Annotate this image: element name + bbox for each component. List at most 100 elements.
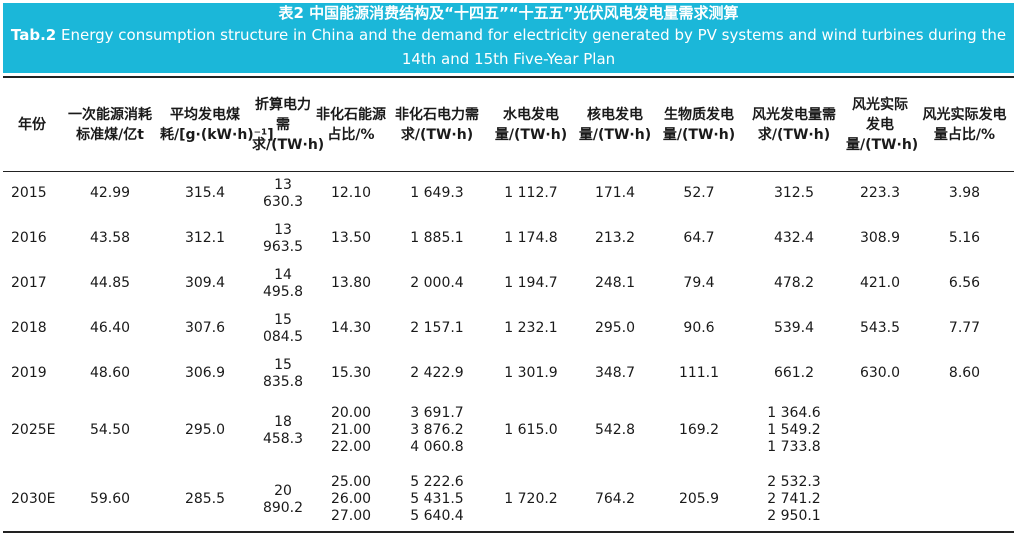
- cell-actual: 630.0: [859, 365, 901, 381]
- cell-windpv-line: 1 733.8: [767, 439, 821, 455]
- cell-rate: 307.6: [184, 320, 226, 336]
- cell-nonfossil-line: 2 000.4: [410, 275, 464, 291]
- cell-rate: 312.1: [184, 230, 226, 246]
- cell-share-line: 15.30: [330, 365, 372, 381]
- table-row: 2019 48.60 306.9 15 835.8 15.30 2 422.9 1 301.9…: [3, 351, 1014, 396]
- cell-hydro: 1 112.7: [504, 185, 558, 201]
- cell-demand-line: 20: [274, 482, 292, 499]
- cell-demand-line: 495.8: [262, 283, 304, 300]
- cell-demand-line: 15: [274, 311, 292, 328]
- cell-year: 2030E: [11, 491, 56, 507]
- cell-actual: 223.3: [859, 185, 901, 201]
- header-year: 年份: [18, 116, 46, 133]
- cell-demand-line: 14: [274, 266, 292, 283]
- cell-windpv: 312.5: [743, 171, 845, 216]
- table-row: 2030E 59.60 285.5 20 890.2 25.00 26.00 27.00 5 2…: [3, 465, 1014, 534]
- caption-en: Tab.2 Energy consumption structure in Ch…: [3, 23, 1014, 71]
- cell-hydro: 1 232.1: [504, 320, 558, 336]
- cell-coal: 48.60: [89, 365, 131, 381]
- cell-share-line: 25.00: [330, 474, 372, 490]
- cell-nonfossil-line: 1 885.1: [410, 230, 464, 246]
- cell-bio: 205.9: [678, 491, 720, 507]
- cell-share-line: 22.00: [330, 439, 372, 455]
- table-body: 2015 42.99 315.4 13 630.3 12.10 1 649.3 1 112.7…: [3, 171, 1014, 534]
- cell-nuclear: 764.2: [594, 491, 636, 507]
- cell-year: 2017: [11, 275, 47, 291]
- cell-windpv-line: 1 549.2: [767, 422, 821, 438]
- cell-nonfossil: 2 422.9: [387, 351, 487, 396]
- cell-demand: 20 890.2: [251, 465, 315, 534]
- cell-ratio: 6.56: [948, 275, 981, 291]
- table-caption: 表2 中国能源消费结构及“十四五”“十五五”光伏风电发电量需求测算 Tab.2 …: [3, 3, 1014, 73]
- cell-share: 25.00 26.00 27.00: [315, 465, 387, 534]
- cell-windpv-line: 478.2: [773, 275, 815, 291]
- cell-share-line: 21.00: [330, 422, 372, 438]
- cell-demand-line: 18: [274, 413, 292, 430]
- cell-demand: 18 458.3: [251, 396, 315, 465]
- cell-coal: 46.40: [89, 320, 131, 336]
- header-bio: 生物质发电量/(TW·h): [662, 106, 736, 143]
- cell-coal: 43.58: [89, 230, 131, 246]
- cell-share-line: 14.30: [330, 320, 372, 336]
- cell-demand: 14 495.8: [251, 261, 315, 306]
- cell-year: 2019: [11, 365, 47, 381]
- cell-ratio: 3.98: [948, 185, 981, 201]
- cell-rate: 295.0: [184, 422, 226, 438]
- cell-hydro: 1 301.9: [504, 365, 558, 381]
- table-row: 2015 42.99 315.4 13 630.3 12.10 1 649.3 1 112.7…: [3, 171, 1014, 216]
- cell-bio: 64.7: [683, 230, 715, 246]
- cell-windpv: 539.4: [743, 306, 845, 351]
- table-row: 2016 43.58 312.1 13 963.5 13.50 1 885.1 1 174.8…: [3, 216, 1014, 261]
- cell-demand-line: 084.5: [262, 328, 304, 345]
- cell-share-line: 20.00: [330, 405, 372, 421]
- cell-rate: 285.5: [184, 491, 226, 507]
- table-bottom-rule: [3, 531, 1014, 533]
- table-header-rule: [3, 171, 1014, 172]
- cell-demand: 13 963.5: [251, 216, 315, 261]
- header-nuclear: 核电发电量/(TW·h): [578, 106, 652, 143]
- cell-windpv: 432.4: [743, 216, 845, 261]
- cell-rate: 306.9: [184, 365, 226, 381]
- cell-demand-line: 458.3: [262, 430, 304, 447]
- cell-actual: [845, 396, 915, 465]
- cell-demand-line: 630.3: [262, 193, 304, 210]
- cell-nuclear: 348.7: [594, 365, 636, 381]
- caption-zh: 表2 中国能源消费结构及“十四五”“十五五”光伏风电发电量需求测算: [278, 4, 739, 22]
- cell-nonfossil: 1 649.3: [387, 171, 487, 216]
- cell-nonfossil-line: 5 431.5: [410, 491, 464, 507]
- cell-demand: 15 084.5: [251, 306, 315, 351]
- cell-ratio: [915, 396, 1014, 465]
- cell-windpv-line: 539.4: [773, 320, 815, 336]
- cell-demand-line: 15: [274, 356, 292, 373]
- cell-nonfossil-line: 5 640.4: [410, 508, 464, 524]
- cell-nonfossil: 3 691.7 3 876.2 4 060.8: [387, 396, 487, 465]
- header-demand: 折算电力需求/(TW·h): [252, 96, 325, 153]
- cell-year: 2018: [11, 320, 47, 336]
- header-nonfossil: 非化石电力需求/(TW·h): [395, 106, 479, 143]
- cell-coal: 59.60: [89, 491, 131, 507]
- cell-windpv: 2 532.3 2 741.2 2 950.1: [743, 465, 845, 534]
- table-top-rule: [3, 76, 1014, 78]
- cell-nonfossil: 2 000.4: [387, 261, 487, 306]
- cell-windpv-line: 2 950.1: [767, 508, 821, 524]
- cell-demand: 15 835.8: [251, 351, 315, 396]
- cell-year: 2015: [11, 185, 47, 201]
- cell-windpv-line: 661.2: [773, 365, 815, 381]
- cell-bio: 90.6: [683, 320, 715, 336]
- cell-windpv-line: 2 741.2: [767, 491, 821, 507]
- cell-rate: 309.4: [184, 275, 226, 291]
- cell-share-line: 27.00: [330, 508, 372, 524]
- cell-share-line: 13.80: [330, 275, 372, 291]
- cell-windpv-line: 312.5: [773, 185, 815, 201]
- caption-en-label: Tab.2: [10, 26, 57, 44]
- cell-demand-line: 963.5: [262, 238, 304, 255]
- cell-hydro: 1 174.8: [504, 230, 558, 246]
- cell-hydro: 1 615.0: [504, 422, 558, 438]
- cell-share: 14.30: [315, 306, 387, 351]
- cell-actual: [845, 465, 915, 534]
- cell-actual: 308.9: [859, 230, 901, 246]
- cell-nuclear: 213.2: [594, 230, 636, 246]
- cell-share-line: 12.10: [330, 185, 372, 201]
- cell-year: 2016: [11, 230, 47, 246]
- cell-share-line: 13.50: [330, 230, 372, 246]
